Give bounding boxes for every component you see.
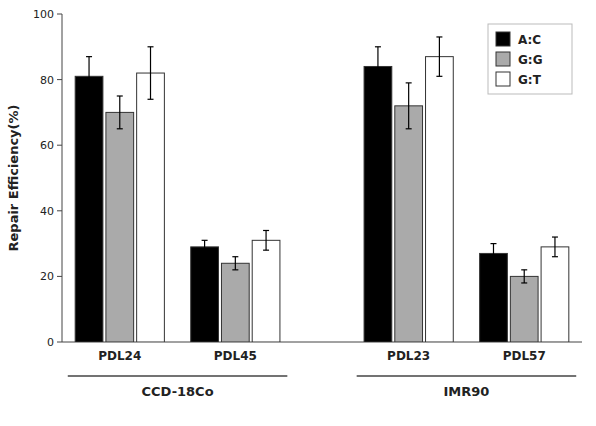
y-axis-line: [62, 14, 63, 342]
error-bar: [521, 270, 527, 283]
bar: [541, 247, 569, 342]
error-bar: [263, 230, 269, 250]
legend-swatch: [496, 32, 510, 46]
y-tick-label: 0: [47, 336, 54, 349]
error-bar: [406, 83, 412, 129]
legend-swatch: [496, 72, 510, 86]
error-bar: [117, 96, 123, 129]
x-tick-label: PDL24: [98, 349, 141, 363]
y-tick: [57, 276, 62, 277]
y-tick-label: 40: [40, 205, 54, 218]
bar: [252, 240, 280, 342]
bar: [510, 276, 538, 342]
legend-label: G:T: [518, 73, 542, 87]
bar: [106, 112, 134, 342]
legend-label: G:G: [518, 53, 543, 67]
bar: [395, 106, 423, 342]
annotation-bracket: [68, 375, 288, 377]
annotation-bracket: [357, 375, 577, 377]
bar: [221, 263, 249, 342]
bar: [480, 253, 508, 342]
legend-swatch: [496, 52, 510, 66]
x-tick-label: PDL23: [387, 349, 430, 363]
bar: [191, 247, 219, 342]
y-tick: [57, 79, 62, 80]
annotation: IMR90: [444, 384, 490, 399]
y-tick-label: 80: [40, 74, 54, 87]
y-axis-label: Repair Efficiency(%): [6, 105, 21, 252]
bar: [75, 76, 103, 342]
error-bar: [436, 37, 442, 76]
error-bar: [202, 240, 208, 253]
legend: A:C G:G G:T: [488, 24, 572, 94]
y-tick: [57, 210, 62, 211]
legend-label: A:C: [518, 33, 541, 47]
y-tick: [57, 342, 62, 343]
bar: [137, 73, 165, 342]
error-bar: [375, 47, 381, 86]
y-tick-label: 60: [40, 139, 54, 152]
chart: 0 20 40 60 80 100 Repair Efficiency(%) PDL24 PDL…: [0, 0, 596, 426]
error-bar: [232, 257, 238, 270]
error-bar: [148, 47, 154, 99]
y-tick: [57, 14, 62, 15]
bar: [364, 66, 392, 342]
error-bar: [490, 244, 496, 264]
bar: [426, 57, 454, 342]
y-axis: 0 20 40 60 80 100: [33, 8, 62, 349]
error-bar: [86, 57, 92, 96]
error-bar: [552, 237, 558, 257]
annotation: CCD-18Co: [142, 384, 214, 399]
y-tick: [57, 145, 62, 146]
y-tick-label: 100: [33, 8, 54, 21]
legend-box: [488, 24, 572, 94]
x-tick-label: PDL45: [214, 349, 257, 363]
y-tick-label: 20: [40, 270, 54, 283]
x-tick-label: PDL57: [503, 349, 546, 363]
